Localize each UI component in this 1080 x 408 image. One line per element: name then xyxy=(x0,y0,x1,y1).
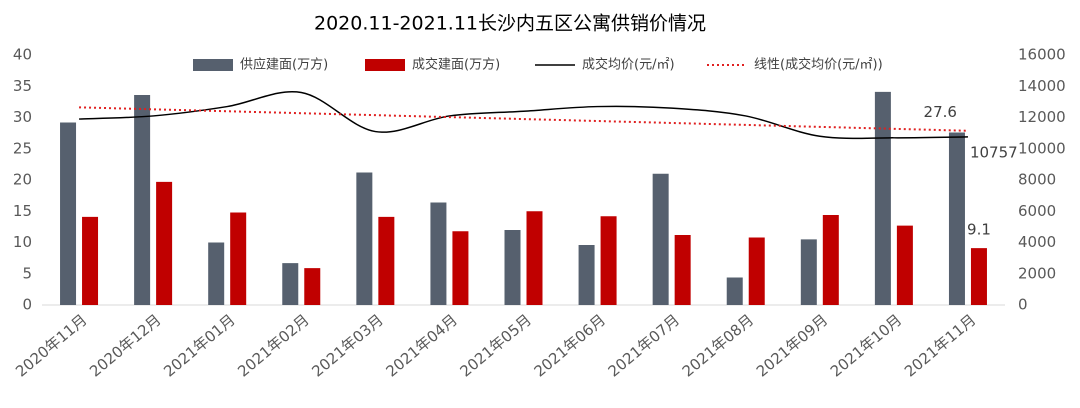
legend-label: 成交均价(元/㎡) xyxy=(582,57,675,73)
y-tick-label: 40 xyxy=(13,46,32,64)
bar xyxy=(526,211,543,305)
bar xyxy=(356,172,373,305)
y2-tick-label: 0 xyxy=(1018,296,1028,314)
y2-tick-label: 16000 xyxy=(1018,46,1066,64)
line xyxy=(79,91,968,140)
bar xyxy=(378,216,395,305)
bar xyxy=(504,230,521,305)
x-tick-label: 2021年06月 xyxy=(531,311,609,381)
x-tick-label: 2021年07月 xyxy=(605,311,683,381)
data-label: 9.1 xyxy=(967,221,991,239)
bar xyxy=(578,245,595,305)
data-label: 10757 xyxy=(970,143,1018,161)
bar xyxy=(430,202,447,305)
bar xyxy=(282,263,299,305)
y-tick-label: 25 xyxy=(13,139,32,157)
y-tick-label: 30 xyxy=(13,108,32,126)
y2-tick-label: 14000 xyxy=(1018,77,1066,95)
bar xyxy=(748,237,765,305)
bar xyxy=(208,242,225,305)
bar xyxy=(156,181,173,305)
x-tick-label: 2021年11月 xyxy=(901,311,979,381)
y2-tick-label: 2000 xyxy=(1018,264,1056,282)
bar xyxy=(874,91,891,305)
x-tick-label: 2021年08月 xyxy=(679,311,757,381)
y-tick-label: 0 xyxy=(22,296,32,314)
bar xyxy=(800,239,817,305)
x-tick-label: 2021年01月 xyxy=(160,311,238,381)
bar xyxy=(230,212,247,305)
x-tick-label: 2020年11月 xyxy=(12,311,90,381)
x-tick-label: 2021年02月 xyxy=(234,311,312,381)
x-tick-label: 2020年12月 xyxy=(86,311,164,381)
legend-label: 线性(成交均价(元/㎡)) xyxy=(754,57,883,73)
bar xyxy=(948,132,965,305)
x-tick-label: 2021年04月 xyxy=(382,311,460,381)
data-label: 27.6 xyxy=(924,103,957,121)
y-tick-label: 10 xyxy=(13,233,32,251)
x-tick-label: 2021年09月 xyxy=(753,311,831,381)
bar xyxy=(304,268,321,305)
bar xyxy=(600,216,617,305)
y-tick-label: 15 xyxy=(13,202,32,220)
bar xyxy=(134,95,151,305)
x-tick-label: 2021年03月 xyxy=(308,311,386,381)
x-tick-label: 2021年10月 xyxy=(827,311,905,381)
bar xyxy=(82,216,99,305)
y-tick-label: 20 xyxy=(13,171,32,189)
bar xyxy=(970,248,987,305)
legend-label: 供应建面(万方) xyxy=(240,57,328,73)
legend-label: 成交建面(万方) xyxy=(412,57,500,73)
x-tick-label: 2021年05月 xyxy=(457,311,535,381)
bar xyxy=(60,122,77,305)
bar xyxy=(822,215,839,305)
legend-swatch xyxy=(365,59,405,71)
y-tick-label: 5 xyxy=(22,264,32,282)
y2-tick-label: 12000 xyxy=(1018,108,1066,126)
y2-tick-label: 8000 xyxy=(1018,171,1056,189)
y-tick-label: 35 xyxy=(13,77,32,95)
bar xyxy=(674,235,691,305)
bar xyxy=(896,225,913,305)
y2-tick-label: 10000 xyxy=(1018,139,1066,157)
bar xyxy=(452,231,469,305)
bar xyxy=(726,277,743,305)
y2-tick-label: 6000 xyxy=(1018,202,1056,220)
legend-swatch xyxy=(193,59,233,71)
bar xyxy=(652,173,669,305)
chart-title: 2020.11-2021.11长沙内五区公寓供销价情况 xyxy=(314,13,706,35)
y2-tick-label: 4000 xyxy=(1018,233,1056,251)
trend-line xyxy=(79,106,968,132)
